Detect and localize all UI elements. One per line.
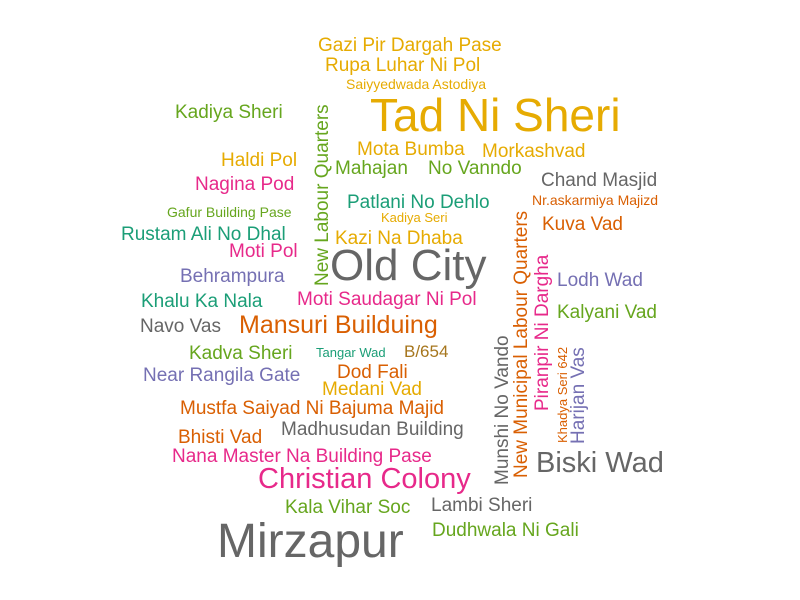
- word-navo-vas: Navo Vas: [140, 316, 221, 337]
- word-near-rangila-gate: Near Rangila Gate: [143, 365, 301, 386]
- word-b-654: B/654: [404, 342, 449, 361]
- word-rupa-luhar-ni-pol: Rupa Luhar Ni Pol: [325, 55, 481, 76]
- word-munshi-no-vando: Munshi No Vando: [492, 335, 513, 485]
- word-piranpir-ni-dargha: Piranpir Ni Dargha: [532, 254, 553, 411]
- word-rustam-ali-no-dhal: Rustam Ali No Dhal: [121, 224, 286, 245]
- word-madhusudan-building: Madhusudan Building: [281, 419, 464, 440]
- word-moti-pol: Moti Pol: [229, 241, 298, 262]
- word-tangar-wad: Tangar Wad: [316, 345, 386, 360]
- word-christian-colony: Christian Colony: [258, 463, 471, 495]
- word-nana-master-na-building-pase: Nana Master Na Building Pase: [172, 446, 432, 467]
- word-mansuri-builduing: Mansuri Builduing: [239, 311, 438, 339]
- word-patlani-no-dehlo: Patlani No Dehlo: [347, 192, 490, 213]
- word-behrampura: Behrampura: [180, 266, 285, 287]
- word-kazi-na-dhaba: Kazi Na Dhaba: [335, 228, 463, 249]
- word-gazi-pir-dargah-pase: Gazi Pir Dargah Pase: [318, 35, 502, 56]
- word-morkashvad: Morkashvad: [482, 141, 586, 162]
- word-lodh-wad: Lodh Wad: [557, 270, 643, 291]
- word-old-city: Old City: [330, 241, 487, 290]
- word-kalyani-vad: Kalyani Vad: [557, 302, 657, 323]
- word-dod-fali: Dod Fali: [337, 362, 408, 383]
- word-tad-ni-sheri: Tad Ni Sheri: [370, 89, 621, 141]
- word-moti-saudagar-ni-pol: Moti Saudagar Ni Pol: [297, 289, 477, 310]
- word-no-vanndo: No Vanndo: [428, 158, 522, 179]
- word-harijan-vas: Harijan Vas: [568, 347, 589, 444]
- word-kadva-sheri: Kadva Sheri: [189, 343, 293, 364]
- word-new-municipal-labour-quarters: New Municipal Labour Quarters: [511, 210, 532, 478]
- word-khalu-ka-nala: Khalu Ka Nala: [141, 291, 263, 312]
- word-chand-masjid: Chand Masjid: [541, 170, 658, 191]
- word-kadiya-seri: Kadiya Seri: [381, 210, 448, 225]
- word-kuva-vad: Kuva Vad: [542, 214, 623, 235]
- word-haldi-pol: Haldi Pol: [221, 150, 298, 171]
- word-mirzapur: Mirzapur: [217, 515, 404, 568]
- word-mustfa-saiyad-ni-bajuma-majid: Mustfa Saiyad Ni Bajuma Majid: [180, 398, 444, 419]
- word-mota-bumba: Mota Bumba: [357, 139, 465, 160]
- word-saiyyedwada-astodiya: Saiyyedwada Astodiya: [346, 76, 487, 92]
- word-kala-vihar-soc: Kala Vihar Soc: [285, 497, 411, 518]
- word-nr-askarmiya-majizd: Nr.askarmiya Majizd: [532, 192, 659, 208]
- word-bhisti-vad: Bhisti Vad: [178, 427, 263, 448]
- word-nagina-pod: Nagina Pod: [195, 174, 295, 195]
- word-kadiya-sheri: Kadiya Sheri: [175, 102, 283, 123]
- word-dudhwala-ni-gali: Dudhwala Ni Gali: [432, 520, 579, 541]
- word-gafur-building-pase: Gafur Building Pase: [167, 204, 292, 220]
- word-medani-vad: Medani Vad: [322, 379, 422, 400]
- word-mahajan: Mahajan: [335, 158, 408, 179]
- word-lambi-sheri: Lambi Sheri: [431, 495, 533, 516]
- word-biski-wad: Biski Wad: [536, 447, 664, 479]
